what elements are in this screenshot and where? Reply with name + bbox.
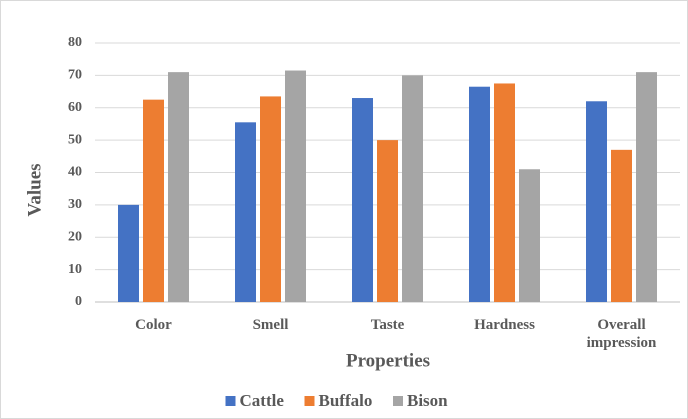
bar: [469, 86, 490, 302]
y-tick-label: 70: [68, 68, 82, 83]
y-tick-label: 10: [68, 262, 82, 277]
legend-label: Buffalo: [319, 391, 373, 410]
y-tick-label: 80: [68, 35, 82, 50]
x-axis-title: Properties: [346, 350, 430, 371]
legend-swatch: [393, 396, 403, 406]
bar: [168, 72, 189, 302]
bar: [118, 204, 139, 302]
bar: [285, 70, 306, 302]
y-tick-label: 50: [68, 132, 82, 147]
bar: [377, 140, 398, 302]
x-tick-label: Hardness: [474, 317, 535, 333]
x-tick-label: Color: [135, 317, 172, 333]
y-tick-label: 20: [68, 229, 82, 244]
bar: [611, 149, 632, 302]
bar: [260, 96, 281, 302]
y-tick-label: 30: [68, 197, 82, 212]
x-tick-label: Taste: [370, 317, 405, 333]
bar: [235, 122, 256, 302]
legend-swatch: [304, 396, 315, 406]
x-tick-label: Smell: [252, 317, 289, 333]
legend-label: Bison: [407, 391, 448, 410]
bar: [352, 98, 373, 302]
bar: [519, 169, 540, 302]
x-tick-label: Overall impression: [586, 317, 657, 351]
y-tick-label: 0: [75, 294, 82, 309]
legend-swatch: [225, 396, 236, 406]
bar: [636, 72, 657, 302]
y-tick-label: 60: [68, 100, 82, 115]
bar: [402, 75, 423, 302]
legend-label: Cattle: [240, 391, 285, 410]
bar: [494, 83, 515, 302]
bar: [143, 99, 164, 302]
y-tick-label: 40: [68, 165, 82, 180]
bar: [586, 101, 607, 303]
y-axis-title: Values: [24, 163, 45, 216]
